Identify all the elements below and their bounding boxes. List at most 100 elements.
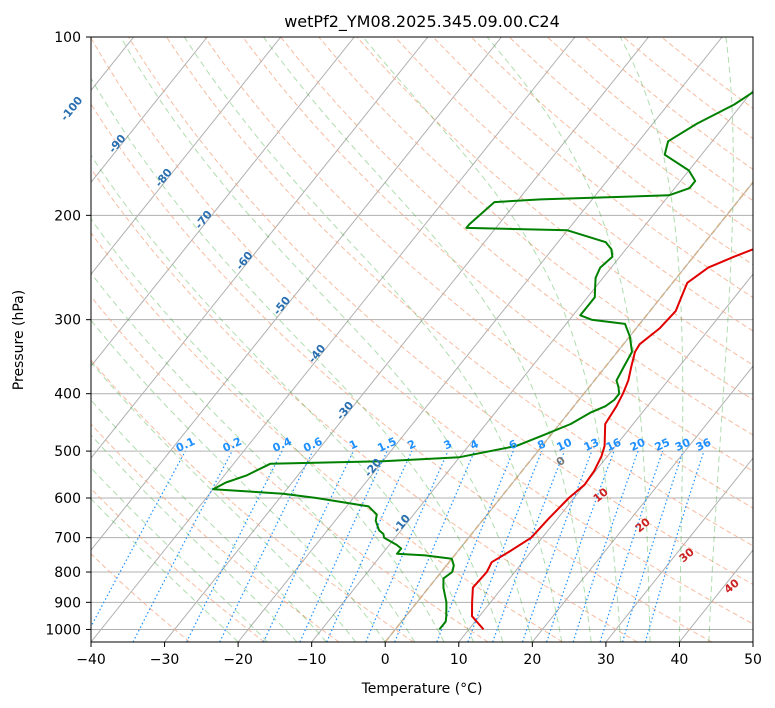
isotherm-label: -80 bbox=[152, 166, 175, 190]
x-tick-label: −40 bbox=[76, 652, 106, 668]
mixing-ratio-line bbox=[622, 450, 684, 642]
mixing-ratio-label: 13 bbox=[582, 436, 601, 454]
isotherm-label: -90 bbox=[106, 132, 129, 156]
isotherm-gridline bbox=[164, 37, 649, 642]
y-tick-label: 900 bbox=[54, 595, 81, 611]
moist-adiabat-line bbox=[91, 154, 474, 642]
isotherm-label: -40 bbox=[306, 342, 329, 366]
mixing-ratio-line bbox=[326, 450, 413, 642]
mixing-ratio-lines bbox=[91, 450, 705, 642]
x-tick-label: 10 bbox=[450, 652, 468, 668]
dry-adiabat-line bbox=[91, 103, 713, 642]
mixing-ratio-line bbox=[492, 450, 566, 642]
mixing-ratio-label: 20 bbox=[628, 436, 648, 454]
mixing-ratio-line bbox=[467, 450, 543, 642]
mixing-ratio-line bbox=[299, 450, 388, 642]
mixing-ratio-label: 36 bbox=[694, 436, 714, 454]
chart-title: wetPf2_YM08.2025.345.09.00.C24 bbox=[284, 12, 560, 32]
mixing-ratio-label: 3 bbox=[442, 437, 454, 452]
isotherm-gridline bbox=[311, 89, 753, 642]
dry-adiabat-line bbox=[318, 37, 753, 401]
x-tick-label: −20 bbox=[223, 652, 253, 668]
moist-adiabat-line bbox=[91, 77, 504, 642]
isotherm-gridline bbox=[458, 273, 753, 642]
dry-adiabat-line bbox=[242, 37, 753, 472]
dewpoint-profile-line bbox=[212, 90, 753, 631]
isotherm-gridline bbox=[91, 37, 576, 642]
dry-adiabat-line bbox=[91, 167, 638, 642]
isotherm-gridline bbox=[752, 641, 753, 642]
moist-adiabat-line bbox=[120, 37, 533, 642]
isotherm-gridline bbox=[91, 37, 429, 459]
mixing-ratio-line bbox=[546, 450, 615, 642]
mixing-ratio-line bbox=[262, 450, 354, 642]
moist-adiabat-line bbox=[91, 466, 268, 642]
x-tick-label: 0 bbox=[381, 652, 390, 668]
mixing-ratio-label: 16 bbox=[604, 436, 624, 454]
isotherm-label: -10 bbox=[390, 512, 413, 536]
y-tick-label: 300 bbox=[54, 313, 81, 329]
isotherm-gridline bbox=[605, 457, 753, 642]
dry-adiabat-line bbox=[91, 423, 340, 642]
mixing-ratio-line bbox=[186, 450, 283, 642]
mixing-ratio-label: 0.6 bbox=[301, 435, 324, 455]
moist-adiabat-line bbox=[91, 434, 298, 642]
y-tick-label: 600 bbox=[54, 491, 81, 507]
isotherm-gridline bbox=[237, 37, 723, 642]
isotherm-gridline bbox=[91, 37, 282, 276]
dry-adiabat-line bbox=[91, 553, 191, 642]
adiabat-label: 0 bbox=[554, 454, 568, 469]
moist-adiabat-line bbox=[91, 319, 386, 642]
isotherm-gridline bbox=[91, 37, 355, 367]
dry-adiabat-line bbox=[280, 37, 753, 436]
mixing-ratio-line bbox=[599, 450, 664, 642]
dry-adiabat-line bbox=[91, 359, 414, 642]
x-tick-label: 20 bbox=[523, 652, 541, 668]
y-tick-label: 1000 bbox=[45, 622, 81, 638]
mixing-ratio-label: 4 bbox=[468, 437, 481, 452]
axis-ticks: −40 −30 −20 −10 0 10 20 30 40 5010020030040050060… bbox=[45, 30, 762, 668]
dry-adiabat-line bbox=[508, 37, 753, 234]
moist-adiabat-line bbox=[362, 37, 622, 642]
isotherm-label: -60 bbox=[233, 249, 256, 273]
y-tick-label: 500 bbox=[54, 444, 81, 460]
mixing-ratio-label: 0.2 bbox=[221, 435, 244, 455]
moist-adiabat-line bbox=[91, 218, 445, 642]
y-axis-label: Pressure (hPa) bbox=[11, 290, 27, 390]
x-axis-label: Temperature (°C) bbox=[361, 681, 483, 697]
isotherm-label: -100 bbox=[58, 94, 86, 124]
moist-adiabat-line bbox=[708, 37, 734, 642]
mixing-ratio-line bbox=[572, 450, 639, 642]
y-tick-label: 200 bbox=[54, 208, 81, 224]
isotherm-gridline bbox=[91, 37, 502, 551]
freezing-isotherm bbox=[384, 180, 753, 642]
mixing-ratio-label: 10 bbox=[555, 436, 575, 454]
grid-layer bbox=[91, 37, 753, 642]
dry-adiabat-line bbox=[91, 37, 753, 625]
moist-adiabat-line bbox=[91, 361, 357, 642]
isotherm-gridline bbox=[531, 365, 753, 642]
dry-adiabat-line bbox=[394, 37, 753, 332]
mixing-ratio-line bbox=[394, 450, 476, 642]
adiabat-label: 20 bbox=[633, 515, 653, 535]
moist-adiabat-line bbox=[486, 37, 651, 642]
mixing-ratio-line bbox=[644, 450, 705, 642]
y-tick-label: 100 bbox=[54, 30, 81, 46]
moist-adiabat-line bbox=[91, 272, 416, 642]
dry-adiabat-line bbox=[470, 37, 753, 266]
mixing-ratio-line bbox=[365, 450, 449, 642]
x-tick-label: 30 bbox=[597, 652, 615, 668]
dry-adiabat-line bbox=[91, 295, 489, 642]
x-tick-label: 50 bbox=[744, 652, 762, 668]
adiabat-label: 40 bbox=[722, 576, 742, 596]
isotherm-label: -20 bbox=[362, 456, 385, 480]
mixing-ratio-label: 25 bbox=[653, 436, 672, 454]
mixing-ratio-label: 30 bbox=[673, 436, 693, 454]
moist-adiabat-line bbox=[263, 37, 592, 642]
plot-frame bbox=[90, 36, 754, 643]
moist-adiabat-line bbox=[183, 37, 563, 642]
dry-adiabats bbox=[91, 37, 753, 642]
mixing-ratio-label: 1.5 bbox=[375, 435, 398, 455]
mixing-ratio-label: 0.1 bbox=[174, 435, 197, 455]
